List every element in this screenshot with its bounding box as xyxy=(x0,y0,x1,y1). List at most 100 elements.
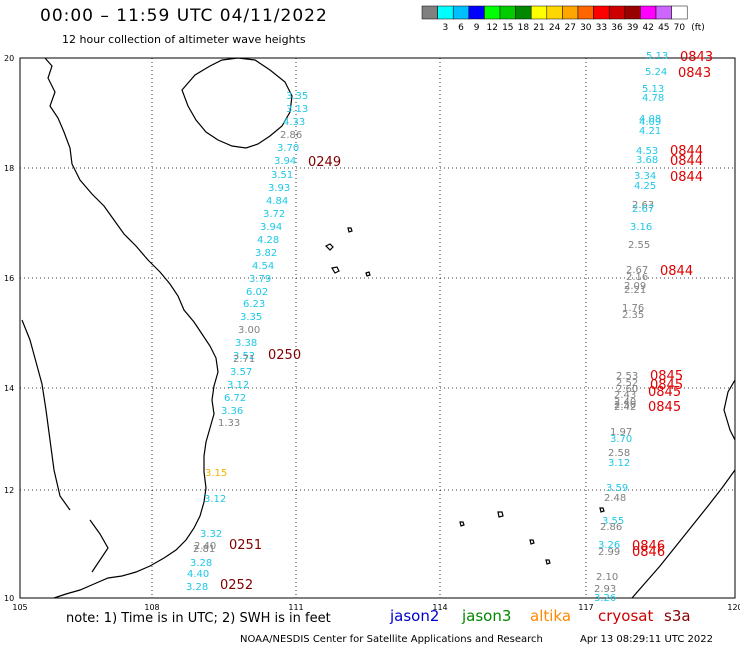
wave-height-label: 3.94 xyxy=(260,222,282,233)
scale-tick-label: 18 xyxy=(518,23,530,33)
pass-time-label: 0843 xyxy=(678,66,711,81)
pass-time-label: 0844 xyxy=(670,154,703,169)
scale-tick-label: 70 xyxy=(674,23,686,33)
islet xyxy=(529,539,535,545)
wave-height-label: 2.50 xyxy=(614,400,636,411)
scale-swatch xyxy=(624,5,641,20)
wave-height-label: 3.28 xyxy=(186,582,208,593)
pass-time-label: 0251 xyxy=(229,538,262,553)
lon-tick-label: 111 xyxy=(288,603,303,612)
satellite-name-jason3: jason3 xyxy=(462,607,512,625)
wave-height-label: 3.35 xyxy=(286,91,308,102)
wave-height-label: 3.12 xyxy=(608,458,630,469)
south-coast xyxy=(89,519,109,573)
map-frame xyxy=(19,57,736,599)
lat-tick-label: 20 xyxy=(4,54,14,63)
wave-height-label: 3.51 xyxy=(271,170,293,181)
lon-tick-label: 114 xyxy=(432,603,447,612)
pass-time-label: 0845 xyxy=(650,378,683,393)
footer-timestamp: Apr 13 08:29:11 UTC 2022 xyxy=(580,634,713,645)
wave-height-label: 2.09 xyxy=(624,281,646,292)
scale-swatch xyxy=(437,5,454,20)
scale-swatch xyxy=(640,5,657,20)
footer-note: note: 1) Time is in UTC; 2) SWH is in fe… xyxy=(66,611,331,626)
pass-time-label: 0845 xyxy=(648,400,681,415)
scale-tick-label: 30 xyxy=(580,23,592,33)
islet xyxy=(545,559,551,565)
pass-time-label: 0844 xyxy=(670,170,703,185)
lon-tick-label: 117 xyxy=(578,603,593,612)
pass-time-label: 0845 xyxy=(650,369,683,384)
wave-height-label: 2.10 xyxy=(596,572,618,583)
wave-height-label: 3.12 xyxy=(204,494,226,505)
wave-height-label: 3.79 xyxy=(249,274,271,285)
color-scale-legend: 3 6 9 12 15 18 21 24 27 30 33 36 39 42 45 70 (ft) xyxy=(421,5,705,33)
wave-height-label: 3.26 xyxy=(598,540,620,551)
wave-height-label: 2.99 xyxy=(598,547,620,558)
wave-height-label: 3.57 xyxy=(230,367,252,378)
wave-height-label: 2.16 xyxy=(626,272,648,283)
islet xyxy=(347,227,353,233)
wave-height-label: 2.71 xyxy=(233,354,255,365)
wave-height-label: 3.70 xyxy=(610,434,632,445)
wave-height-label: 2.40 xyxy=(614,397,636,408)
lat-tick-label: 12 xyxy=(4,486,14,495)
wave-height-label: 3.52 xyxy=(233,351,255,362)
wave-height-label: 4.25 xyxy=(634,181,656,192)
page-title: 00:00 – 11:59 UTC 04/11/2022 xyxy=(40,6,328,26)
wave-height-label: 4.78 xyxy=(642,93,664,104)
wave-height-label: 2.60 xyxy=(616,384,638,395)
scale-swatch xyxy=(530,5,548,20)
lon-tick-label: 120 xyxy=(727,603,740,612)
islet xyxy=(365,271,371,277)
pass-time-label: 0249 xyxy=(308,155,341,170)
scale-swatch xyxy=(499,5,516,20)
scale-swatch xyxy=(421,5,438,20)
lon-tick-label: 108 xyxy=(144,603,159,612)
wave-height-label: 5.24 xyxy=(645,67,667,78)
hainan-coast xyxy=(181,57,293,149)
scale-tick-label: 3 xyxy=(443,23,449,33)
wave-height-label: 2.67 xyxy=(632,204,654,215)
wave-height-label: 3.12 xyxy=(227,380,249,391)
wave-height-label: 3.26 xyxy=(594,593,616,604)
wave-height-label: 3.94 xyxy=(274,156,296,167)
scale-tick-label: 27 xyxy=(564,23,575,33)
wave-height-label: 1.76 xyxy=(622,303,644,314)
wave-height-label: 4.33 xyxy=(283,117,305,128)
wave-height-label: 2.21 xyxy=(624,285,646,296)
scale-swatch xyxy=(484,5,501,20)
wave-height-label: 2.40 xyxy=(194,541,216,552)
islet xyxy=(331,266,340,274)
wave-height-label: 4.21 xyxy=(639,126,661,137)
scale-swatch xyxy=(468,5,485,20)
wave-height-label: 2.52 xyxy=(616,378,638,389)
islet xyxy=(497,511,504,518)
philippines-coast xyxy=(723,379,736,441)
scale-swatch xyxy=(515,5,532,20)
scale-swatch xyxy=(452,5,470,20)
wave-height-label: 4.53 xyxy=(636,146,658,157)
wave-height-label: 6.72 xyxy=(224,393,246,404)
pass-time-label: 0252 xyxy=(220,578,253,593)
pass-time-label: 0844 xyxy=(660,264,693,279)
wave-height-label: 3.35 xyxy=(240,312,262,323)
islet xyxy=(599,507,605,513)
wave-height-label: 3.15 xyxy=(205,468,227,479)
wave-height-label: 3.70 xyxy=(277,143,299,154)
pass-time-label: 0846 xyxy=(632,539,665,554)
scale-swatch xyxy=(655,5,672,20)
wave-height-label: 3.38 xyxy=(235,338,257,349)
coastline xyxy=(21,57,736,599)
graticule xyxy=(20,58,735,598)
pass-time-label: 0843 xyxy=(680,50,713,65)
wave-height-label: 3.13 xyxy=(286,104,308,115)
wave-height-label: 4.84 xyxy=(266,196,288,207)
wave-height-label: 3.93 xyxy=(268,183,290,194)
scale-tick-label: 45 xyxy=(658,23,669,33)
scale-tick-label: 42 xyxy=(642,23,653,33)
wave-height-label: 4.40 xyxy=(187,569,209,580)
scale-swatch xyxy=(546,5,563,20)
wave-height-label: 2.35 xyxy=(622,310,644,321)
